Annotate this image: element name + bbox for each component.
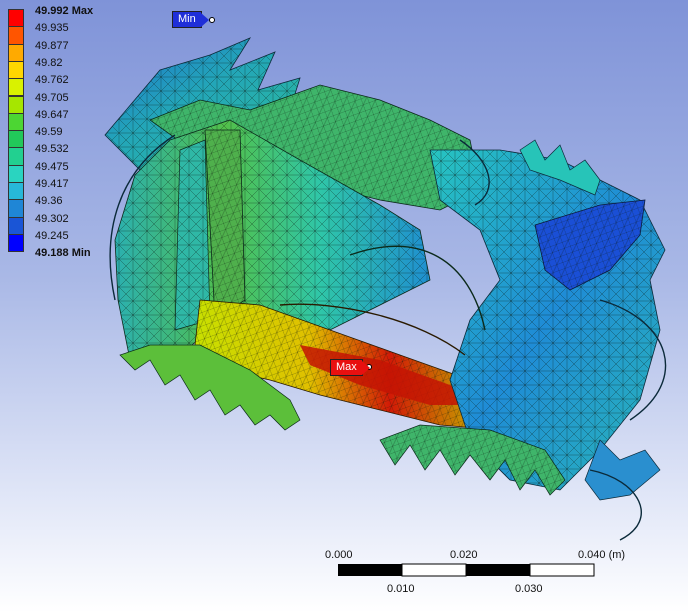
legend-level-label: 49.245	[35, 229, 69, 242]
legend-swatch	[8, 130, 24, 149]
scale-bar: 0.000 0.020 0.040 (m) 0.010 0.030	[300, 545, 640, 605]
legend-level-label: 49.532	[35, 143, 69, 156]
legend-swatch	[8, 43, 24, 62]
scale-tick-label: 0.010	[387, 583, 415, 595]
legend-level-label: 49.705	[35, 91, 69, 104]
min-probe-label[interactable]: Min	[172, 11, 209, 28]
legend-swatch	[8, 78, 24, 97]
legend-min-label: 49.188 Min	[35, 247, 91, 260]
legend-level-label: 49.82	[35, 56, 63, 69]
scale-tick-label: 0.000	[325, 549, 353, 561]
legend-level-label: 49.475	[35, 160, 69, 173]
legend-level-label: 49.417	[35, 178, 69, 190]
legend-level-label: 49.762	[35, 74, 69, 87]
legend-swatch	[8, 95, 24, 114]
legend-swatch	[8, 199, 24, 218]
legend-swatch	[8, 182, 24, 201]
legend-level-label: 49.302	[35, 212, 69, 225]
legend-level-label: 49.877	[35, 39, 69, 52]
legend-level-label: 49.935	[35, 22, 69, 35]
ribbons	[109, 134, 667, 541]
legend-max-label: 49.992 Max	[35, 5, 94, 17]
legend-level-label: 49.36	[35, 195, 63, 208]
legend-swatch	[8, 233, 24, 253]
legend-level-label: 49.647	[35, 108, 69, 121]
legend-swatch	[8, 9, 24, 28]
sawtooth-edges	[119, 139, 661, 501]
scale-tick-label: 0.040 (m)	[578, 549, 626, 561]
scale-bar-graphic	[338, 563, 595, 577]
legend-swatch	[8, 164, 24, 183]
color-legend: 49.992 Max 49.935 49.877 49.82 49.762 49.705 4…	[8, 5, 128, 262]
scale-tick-label: 0.030	[515, 583, 543, 595]
right-hub	[429, 149, 666, 491]
legend-swatch	[8, 216, 24, 235]
min-location-marker	[209, 17, 215, 23]
legend-swatch	[8, 112, 24, 132]
max-probe-label[interactable]: Max	[330, 359, 370, 376]
legend-swatch	[8, 60, 24, 80]
scale-tick-label: 0.020	[450, 549, 478, 561]
legend-level-label: 49.59	[35, 126, 63, 139]
legend-swatch	[8, 147, 24, 166]
left-body	[114, 119, 431, 361]
legend-swatch	[8, 26, 24, 45]
